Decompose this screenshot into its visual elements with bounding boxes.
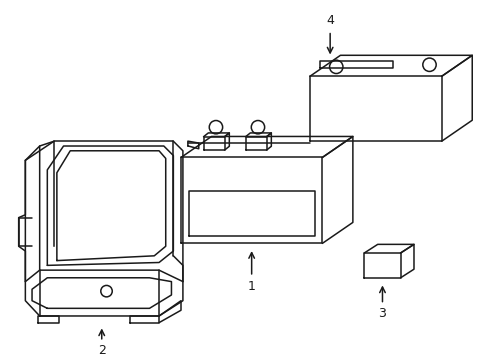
Text: 3: 3 [378,307,386,320]
Text: 4: 4 [325,14,333,27]
Text: 2: 2 [98,344,105,357]
Text: 1: 1 [247,280,255,293]
